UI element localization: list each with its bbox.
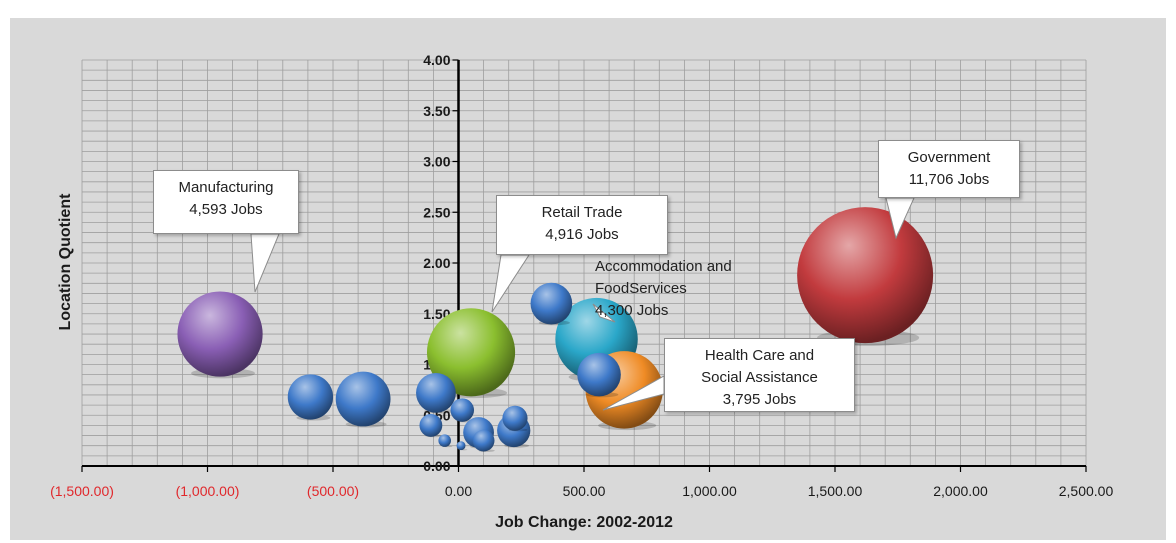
x-tick-label: 0.00 (445, 483, 472, 499)
gridlines (81, 59, 1087, 467)
bubble-other (577, 352, 621, 397)
x-tick-label: 2,000.00 (933, 483, 988, 499)
y-tick-label: 2.50 (423, 204, 450, 220)
x-tick-label: 500.00 (563, 483, 606, 499)
bubble-other (450, 398, 475, 422)
callout-box: Accommodation and FoodServices 4,300 Jobs (593, 254, 776, 322)
bubble-manufacturing (177, 291, 263, 377)
bubble-other (456, 441, 466, 451)
bubble-other (530, 282, 573, 325)
x-tick-label: 1,500.00 (808, 483, 863, 499)
callout-box: Retail Trade 4,916 Jobs (496, 195, 668, 255)
callout-line: Accommodation and (595, 258, 732, 275)
y-tick-label: 0.00 (423, 458, 450, 474)
callout-line: 4,916 Jobs (545, 226, 619, 243)
callout-line: Retail Trade (541, 204, 623, 221)
bubble-other (438, 434, 451, 447)
callout-line: 4,300 Jobs (595, 302, 669, 319)
callout-line: Social Assistance (701, 369, 818, 386)
callout-line: 11,706 Jobs (908, 171, 990, 188)
y-tick-label: 4.00 (423, 52, 450, 68)
bubble-other (335, 371, 391, 427)
callout-line: 3,795 Jobs (722, 391, 797, 408)
bubble-other (416, 373, 456, 413)
callout-line: 4,593 Jobs (189, 201, 263, 218)
callout-line: Manufacturing (178, 179, 274, 196)
callout-line: Health Care and (704, 347, 815, 364)
bubbles (177, 207, 934, 452)
callout-pointer (250, 233, 280, 293)
y-axis-title: Location Quotient (57, 193, 74, 331)
bubble-government (797, 207, 934, 344)
callout-pointer (491, 254, 530, 313)
callout-box: Manufacturing 4,593 Jobs (153, 170, 299, 234)
x-tick-label: (1,500.00) (50, 483, 114, 499)
x-axis-title: Job Change: 2002-2012 (495, 514, 673, 531)
callout-pointers (250, 197, 915, 411)
bubble-other (419, 413, 443, 437)
x-tick-label: (500.00) (307, 483, 359, 499)
callout-pointer (592, 303, 616, 323)
chart-background (10, 18, 1166, 540)
callout-line: FoodServices (595, 280, 687, 297)
bubble-retail (426, 308, 516, 397)
x-tick-label: 2,500.00 (1059, 483, 1114, 499)
bubble-other (287, 374, 334, 420)
y-tick-label: 3.00 (423, 154, 450, 170)
bubble-other (502, 405, 528, 431)
y-tick-label: 2.00 (423, 255, 450, 271)
y-tick-label: 3.50 (423, 103, 450, 119)
callout-pointer (885, 197, 915, 240)
callout-box: Health Care and Social Assistance 3,795 Jo… (664, 338, 855, 412)
x-tick-label: (1,000.00) (176, 483, 240, 499)
x-tick-label: 1,000.00 (682, 483, 737, 499)
callout-box: Government 11,706 Jobs (878, 140, 1020, 198)
bubble-other (472, 429, 495, 452)
axes: (1,500.00) (1,000.00) (500.00) 0.00 500.00 1,… (50, 52, 1113, 499)
callout-line: Government (907, 149, 991, 166)
